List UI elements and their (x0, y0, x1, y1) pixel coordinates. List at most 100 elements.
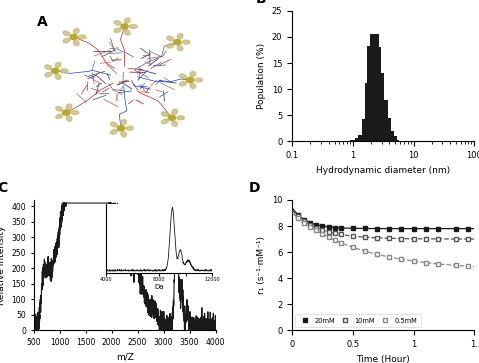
Ellipse shape (110, 122, 117, 127)
Ellipse shape (73, 40, 79, 46)
Ellipse shape (180, 81, 186, 86)
Bar (367, 46, 376, 141)
20mM (435, 227, 441, 231)
Ellipse shape (125, 30, 130, 35)
Ellipse shape (172, 109, 178, 114)
Ellipse shape (73, 28, 79, 34)
10mM (435, 237, 441, 241)
Ellipse shape (167, 36, 174, 41)
20mM (411, 227, 416, 231)
Text: D: D (249, 181, 260, 195)
Ellipse shape (177, 33, 183, 39)
Ellipse shape (161, 112, 168, 117)
10mM (301, 219, 307, 223)
10mM (350, 234, 356, 238)
Bar (378, 99, 388, 141)
10mM (423, 237, 429, 241)
10mM (338, 232, 343, 237)
X-axis label: Time (Hour): Time (Hour) (356, 355, 410, 363)
Ellipse shape (190, 72, 196, 77)
10mM (399, 236, 404, 241)
Bar (384, 131, 394, 141)
Ellipse shape (129, 25, 137, 28)
Circle shape (168, 115, 176, 121)
Ellipse shape (71, 111, 79, 115)
Ellipse shape (110, 130, 117, 134)
0.5mM (350, 245, 356, 249)
0.5mM (374, 252, 380, 257)
10mM (314, 225, 319, 230)
Ellipse shape (55, 74, 61, 79)
Ellipse shape (161, 119, 168, 124)
Ellipse shape (167, 44, 174, 48)
0.5mM (301, 220, 307, 225)
Text: C: C (0, 181, 7, 195)
Ellipse shape (177, 116, 184, 120)
0.5mM (326, 235, 331, 239)
0.5mM (453, 263, 459, 268)
Ellipse shape (126, 126, 134, 130)
Bar (388, 136, 397, 141)
10mM (411, 237, 416, 241)
20mM (350, 226, 356, 231)
Bar (365, 83, 374, 141)
20mM (308, 220, 313, 225)
0.5mM (296, 216, 301, 220)
Circle shape (117, 126, 125, 131)
Ellipse shape (56, 114, 63, 119)
20mM (423, 227, 429, 231)
Bar (382, 118, 391, 141)
0.5mM (314, 228, 319, 233)
Ellipse shape (56, 107, 63, 111)
Ellipse shape (45, 65, 52, 69)
Ellipse shape (121, 120, 126, 125)
0.5mM (399, 257, 404, 261)
Legend: 20mM, 10mM, 0.5mM: 20mM, 10mM, 0.5mM (296, 314, 421, 327)
Bar (358, 135, 368, 141)
Bar (370, 34, 379, 141)
Ellipse shape (60, 69, 68, 73)
10mM (453, 237, 459, 241)
0.5mM (423, 260, 429, 265)
Line: 10mM: 10mM (296, 214, 470, 241)
0.5mM (465, 264, 471, 268)
Bar (372, 48, 381, 141)
Ellipse shape (182, 40, 190, 44)
10mM (326, 229, 331, 234)
Ellipse shape (66, 116, 72, 121)
20mM (319, 224, 325, 228)
20mM (338, 226, 343, 230)
Ellipse shape (114, 28, 121, 32)
Bar (355, 138, 364, 141)
Text: A: A (37, 15, 48, 29)
Y-axis label: r₁ (s⁻¹·mM⁻¹): r₁ (s⁻¹·mM⁻¹) (257, 236, 266, 294)
Ellipse shape (180, 74, 186, 78)
10mM (374, 236, 380, 240)
Ellipse shape (177, 45, 183, 51)
20mM (301, 217, 307, 222)
Line: 20mM: 20mM (296, 213, 470, 231)
Ellipse shape (114, 21, 121, 25)
Ellipse shape (172, 121, 178, 126)
Ellipse shape (79, 35, 86, 39)
0.5mM (319, 232, 325, 236)
Circle shape (70, 34, 77, 40)
0.5mM (411, 259, 416, 263)
Bar (362, 119, 371, 141)
10mM (465, 237, 471, 241)
Bar (375, 73, 384, 141)
10mM (332, 231, 338, 235)
10mM (296, 214, 301, 219)
Ellipse shape (63, 31, 70, 36)
20mM (387, 227, 392, 231)
0.5mM (308, 224, 313, 229)
10mM (308, 223, 313, 227)
20mM (362, 226, 368, 231)
Bar (350, 140, 360, 141)
X-axis label: m/Z: m/Z (115, 352, 134, 362)
Circle shape (174, 40, 181, 45)
Ellipse shape (63, 38, 70, 43)
Text: B: B (256, 0, 266, 6)
X-axis label: Hydrodynamic diameter (nm): Hydrodynamic diameter (nm) (316, 166, 450, 175)
Ellipse shape (121, 131, 126, 137)
